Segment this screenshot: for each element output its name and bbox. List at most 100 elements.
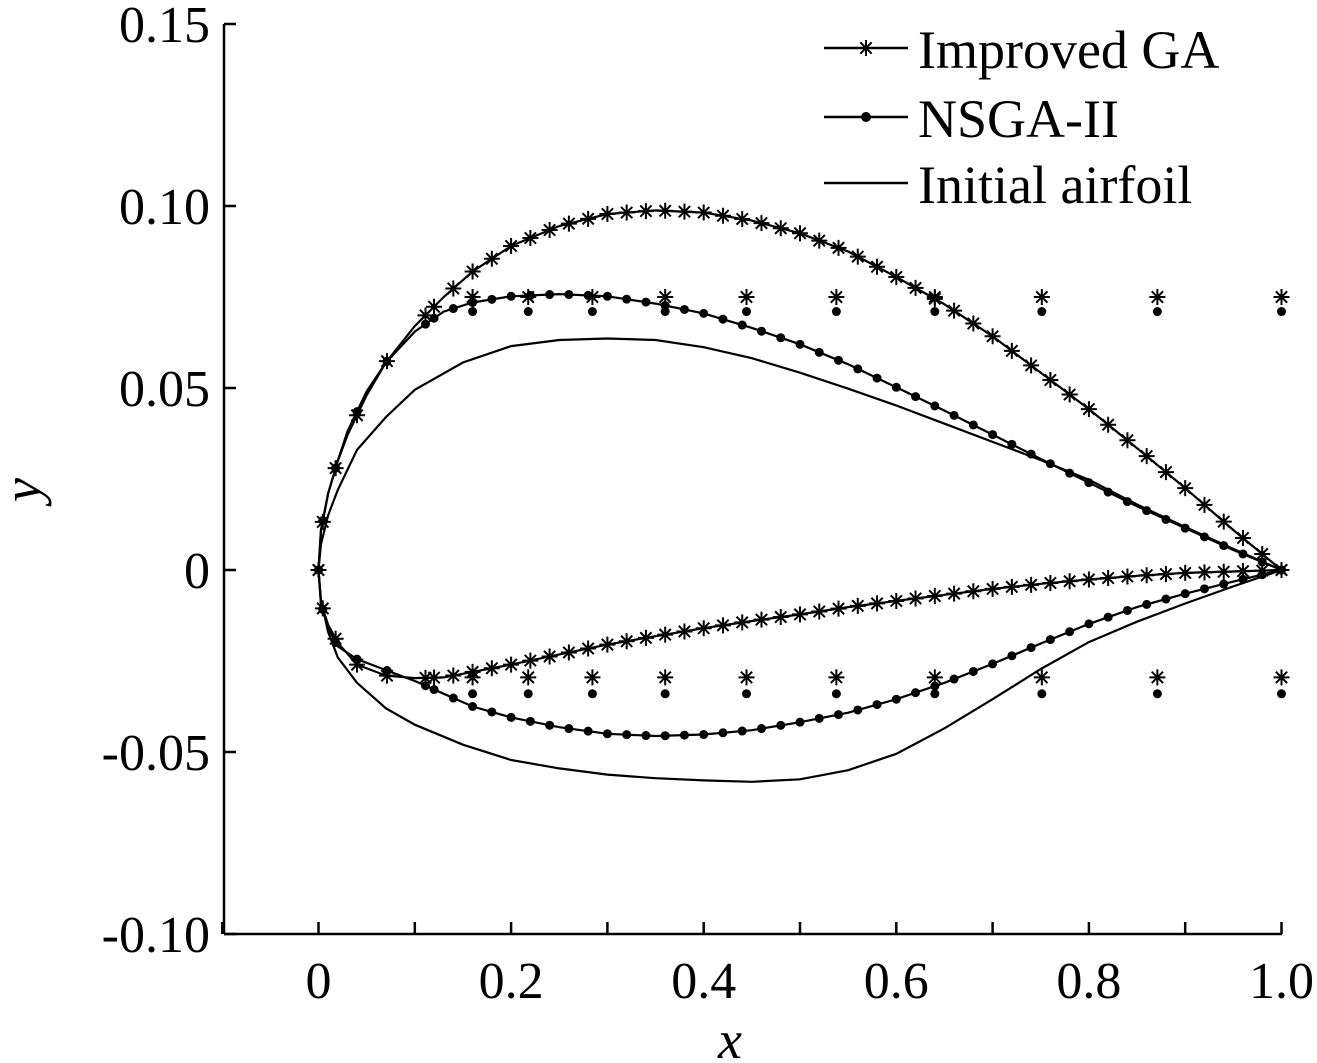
data-point (468, 689, 478, 699)
data-point (949, 410, 959, 420)
data-point (1061, 386, 1078, 403)
data-point (1142, 599, 1152, 609)
data-point (448, 304, 458, 314)
data-point (352, 654, 362, 664)
data-point (834, 355, 844, 365)
data-point (930, 689, 940, 699)
data-point (1157, 566, 1174, 583)
data-point (445, 667, 462, 684)
series-initial-airfoil (317, 337, 1282, 783)
y-tick-label: -0.05 (102, 725, 210, 782)
data-point (503, 238, 520, 255)
data-point (907, 590, 924, 607)
data-point (1152, 307, 1162, 317)
data-point (503, 656, 520, 673)
data-point (564, 724, 574, 734)
data-point (930, 681, 940, 691)
legend-label-improved-ga: Improved GA (918, 20, 1219, 80)
data-point (1100, 570, 1117, 587)
data-point (776, 720, 786, 730)
series-line-nsga-ii-upper (317, 292, 1282, 572)
data-point (830, 600, 847, 617)
data-point (738, 669, 755, 686)
data-point (541, 222, 558, 239)
data-point (483, 250, 500, 267)
data-point (580, 210, 597, 227)
data-point (618, 204, 635, 221)
data-point (583, 726, 593, 736)
data-point (525, 290, 535, 300)
legend: Improved GA NSGA-II Initial airfoil (824, 20, 1219, 215)
series-line-nsga-ii-lower (317, 568, 1282, 738)
data-point (468, 307, 478, 317)
data-point (622, 294, 632, 304)
data-point (487, 294, 497, 304)
data-point (584, 289, 601, 305)
data-point (1149, 289, 1166, 305)
data-point (872, 373, 882, 383)
data-point (795, 717, 805, 727)
data-point (506, 712, 516, 722)
data-point (1138, 448, 1155, 465)
data-point (1023, 357, 1040, 374)
data-point (814, 347, 824, 357)
data-point (602, 291, 612, 301)
data-point (1196, 564, 1213, 581)
data-point (869, 595, 886, 612)
data-point (853, 364, 863, 374)
data-point (911, 392, 921, 402)
data-point (468, 297, 478, 307)
data-point (1196, 496, 1213, 513)
data-point (637, 203, 654, 220)
data-point (331, 463, 341, 473)
legend-label-initial-airfoil: Initial airfoil (918, 155, 1192, 215)
data-point (1007, 439, 1017, 449)
data-point (737, 726, 747, 736)
data-point (523, 689, 533, 699)
data-point (949, 674, 959, 684)
data-point (984, 580, 1001, 597)
data-point (464, 663, 481, 680)
data-point (1007, 651, 1017, 661)
data-point (834, 710, 844, 720)
data-point (417, 307, 434, 324)
data-point (506, 291, 516, 301)
data-point (714, 207, 731, 224)
data-point (828, 289, 845, 305)
legend-marker-nsga-ii (861, 112, 871, 122)
series-line-improved-ga-upper (317, 209, 1283, 571)
data-point (660, 689, 670, 699)
data-point (1157, 464, 1174, 481)
data-point (676, 203, 693, 220)
data-point (965, 583, 982, 600)
data-point (1215, 563, 1232, 580)
data-point (792, 606, 808, 623)
data-point (814, 713, 824, 723)
legend-entry-nsga-ii: NSGA-II (824, 89, 1119, 149)
data-point (520, 669, 537, 686)
series-line-initial-airfoil-lower (317, 568, 1282, 783)
data-point (930, 307, 940, 317)
data-point (911, 688, 921, 698)
data-point (1061, 573, 1078, 590)
data-point (756, 724, 766, 734)
data-point (318, 516, 328, 526)
data-point (1199, 584, 1209, 594)
series-nsga-ii (314, 290, 1286, 741)
data-point (695, 204, 712, 221)
data-point (1219, 579, 1229, 589)
data-point (869, 258, 886, 275)
data-point (984, 328, 1001, 345)
data-point (445, 280, 462, 297)
series-improved-ga (310, 202, 1290, 686)
data-point (1003, 342, 1020, 359)
data-point (1122, 605, 1132, 615)
y-axis-label: y (0, 478, 52, 507)
data-point (926, 669, 943, 686)
data-point (1273, 289, 1290, 305)
data-point (641, 297, 651, 307)
data-point (830, 239, 847, 256)
data-point (853, 705, 863, 715)
data-point (718, 314, 728, 324)
data-point (1042, 371, 1059, 388)
